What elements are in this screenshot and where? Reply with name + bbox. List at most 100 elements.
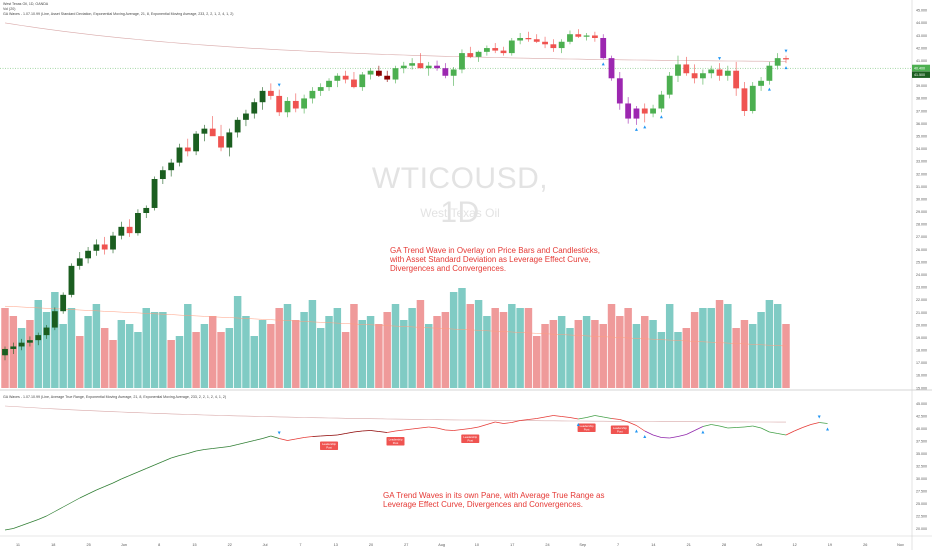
trend-wave-segment [603, 416, 612, 419]
candle-body [733, 70, 740, 89]
candle-body [633, 108, 640, 119]
volume-bar [499, 312, 508, 388]
time-tick-label: 15 [192, 543, 196, 547]
leadership-flag [461, 434, 480, 443]
trend-wave-segment [387, 430, 396, 433]
last-price-badge-2 [912, 71, 930, 78]
main-annotation: GA Trend Wave in Overlay on Price Bars a… [390, 246, 601, 273]
volume-bar [699, 308, 707, 388]
trend-wave-segment [511, 420, 521, 423]
trend-wave-segment [802, 424, 812, 428]
trend-wave-segment [304, 436, 313, 438]
candle-body [400, 65, 407, 69]
volume-bar [217, 332, 225, 388]
price-tick-label: 29.000 [916, 210, 927, 214]
trend-wave-segment [578, 417, 587, 420]
trend-wave-segment [495, 421, 504, 424]
volume-bar [350, 304, 358, 388]
candle-body [85, 250, 91, 259]
candle-body [326, 80, 332, 88]
volume-bar [167, 340, 175, 388]
volume-bar [674, 332, 682, 388]
candle-body [159, 170, 166, 180]
leadership-flag [610, 425, 629, 434]
volume-bar [533, 336, 541, 388]
trend-wave-segment [719, 425, 728, 429]
volume-bar [391, 304, 400, 388]
volume-bar [466, 304, 475, 388]
candle-body [143, 207, 150, 213]
last-price-value-2: 41.500 [914, 73, 925, 77]
candle-body [60, 294, 67, 312]
volume-bar [59, 324, 67, 388]
volume-bar [283, 304, 292, 388]
trend-wave-segment [312, 435, 321, 437]
volume-bar [92, 304, 101, 388]
candle-body [201, 128, 208, 134]
trend-wave-segment [54, 506, 64, 512]
pane-slow-curve [4, 405, 786, 423]
candle-body [18, 342, 25, 347]
time-tick-label: 7 [617, 543, 619, 547]
trend-wave-segment [79, 493, 89, 499]
volume-bar [541, 324, 549, 388]
volume-bar [208, 316, 217, 388]
trend-wave-segment [287, 438, 296, 441]
candle-body [151, 179, 158, 208]
candle-body [51, 311, 58, 328]
price-tick-label: 27.000 [916, 235, 927, 239]
trend-wave-segment [154, 461, 163, 466]
candle-body [76, 258, 83, 266]
candle-body [442, 68, 449, 76]
candle-body [342, 75, 349, 80]
volume-bar [42, 312, 51, 388]
pane-arrow-up [643, 435, 647, 438]
price-tick-label: 17.000 [916, 361, 927, 365]
candle-body [650, 108, 656, 114]
volume-bar [732, 328, 740, 388]
price-tick-label: 32.000 [916, 172, 927, 176]
price-tick-label: 44.000 [916, 21, 927, 25]
candle-body [101, 244, 108, 250]
trend-wave-segment [162, 457, 172, 462]
candle-body [691, 73, 698, 79]
volume-bar [375, 324, 383, 388]
time-tick-label: 25 [86, 543, 90, 547]
trend-wave-segment [146, 464, 155, 469]
leadership-flag-text: Leadership [322, 442, 336, 446]
pane-arrow-down [817, 415, 821, 419]
trend-wave-segment [4, 528, 14, 531]
candle-body [351, 79, 357, 88]
volume-bar [192, 332, 200, 388]
trend-wave-segment [536, 416, 546, 419]
candle-body [2, 348, 8, 356]
volume-bar [250, 336, 258, 388]
volume-bar [159, 312, 167, 388]
trend-wave-segment [486, 421, 496, 425]
leadership-flag-text: Post [617, 430, 623, 434]
candle-body [758, 80, 764, 86]
candle-body [68, 265, 75, 295]
candle-body [334, 75, 341, 81]
trend-wave-segment [528, 418, 537, 420]
volume-bar [474, 300, 483, 388]
trend-wave-segment [694, 426, 704, 431]
volume-bar [599, 324, 607, 388]
leadership-flag-text: Post [584, 428, 590, 432]
trend-wave-segment [187, 450, 197, 454]
time-tick-label: 17 [510, 543, 514, 547]
trend-wave-segment [121, 475, 130, 480]
volume-bar [416, 300, 425, 388]
price-tick-label: 38.000 [916, 97, 927, 101]
trend-wave-segment [669, 436, 679, 439]
leadership-flag-text: Leadership [580, 424, 594, 428]
pane-tick-label: 45.000 [916, 402, 927, 406]
candle-body [193, 133, 200, 152]
price-tick-label: 35.000 [916, 134, 927, 138]
trend-wave-segment [237, 442, 247, 445]
price-tick-label: 42.000 [916, 46, 927, 50]
time-tick-label: 19 [828, 543, 832, 547]
trend-wave-segment [279, 438, 288, 441]
trend-wave-segment [378, 431, 388, 433]
